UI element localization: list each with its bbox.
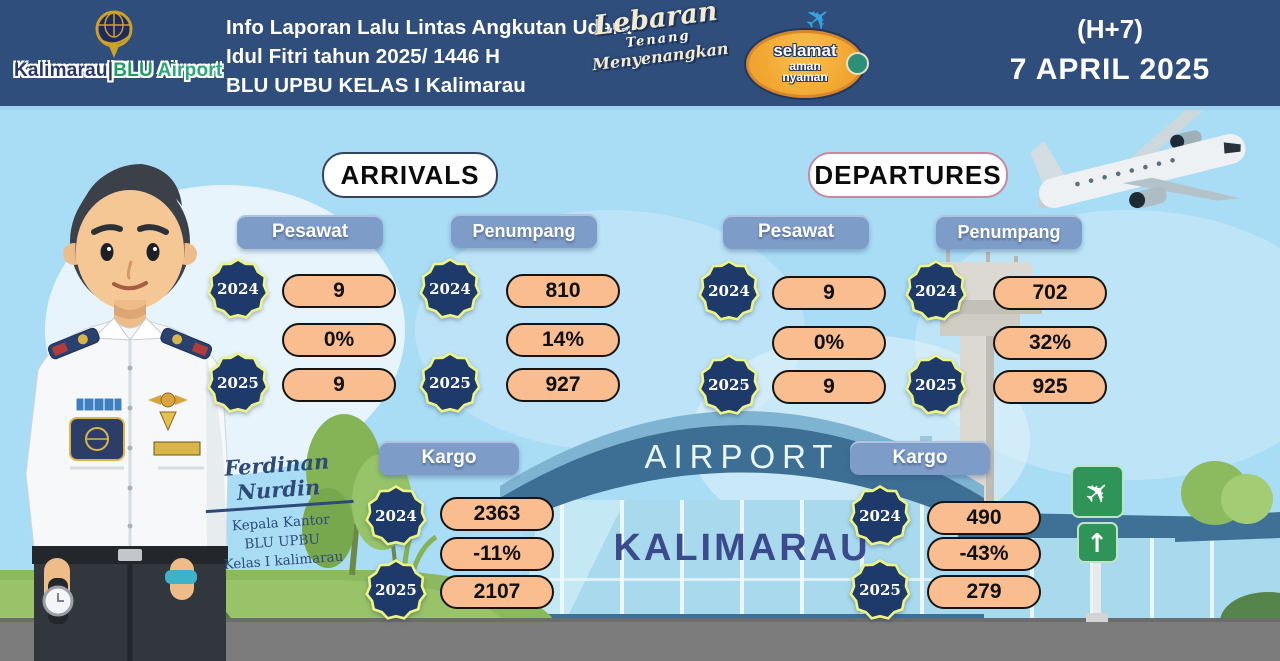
departures-pesawat-label: Pesawat xyxy=(723,215,869,249)
year-badge: 2024 xyxy=(849,485,911,547)
departures-pesawat-2025-value: 9 xyxy=(772,370,886,404)
title-line-2: Idul Fitri tahun 2025/ 1446 H xyxy=(226,45,501,68)
year-badge: 2024 xyxy=(365,485,427,547)
airplane-illustration xyxy=(1030,108,1246,209)
arrivals-penumpang-2024-value: 810 xyxy=(506,274,620,308)
signature-block: Ferdinan Nurdin Kepala Kantor BLU UPBU K… xyxy=(196,447,364,576)
departures-penumpang-change: 32% xyxy=(993,326,1107,360)
signatory-name: Ferdinan Nurdin xyxy=(223,448,330,505)
stamp-seal-icon xyxy=(846,52,869,75)
arrivals-kargo-2025-value: 2107 xyxy=(440,575,554,609)
arrivals-pesawat-label: Pesawat xyxy=(237,215,383,249)
title-line-3: BLU UPBU KELAS I Kalimarau xyxy=(226,74,526,97)
departures-title: DEPARTURES xyxy=(808,152,1008,198)
year-badge: 2024 xyxy=(207,258,269,320)
arrivals-penumpang-label: Penumpang xyxy=(451,214,597,248)
airport-logo: Kalimarau|BLU Airport xyxy=(14,6,223,102)
year-badge: 2025 xyxy=(849,559,911,621)
arrivals-pesawat-change: 0% xyxy=(282,323,396,357)
logo-wordmark: Kalimarau|BLU Airport xyxy=(14,60,223,81)
epaulette xyxy=(47,327,100,360)
year-badge: 2025 xyxy=(207,352,269,414)
hday-label: (H+7) xyxy=(1077,14,1143,44)
departures-kargo-2024-value: 490 xyxy=(927,501,1041,535)
terminal-name-sign: KALIMARAU xyxy=(613,527,870,569)
date-label: 7 APRIL 2025 xyxy=(1009,53,1211,86)
departures-kargo-label: Kargo xyxy=(850,441,990,475)
departures-penumpang-2024-value: 702 xyxy=(993,276,1107,310)
title-line-1: Info Laporan Lalu Lintas Angkutan Udara xyxy=(226,16,632,39)
departures-pesawat-change: 0% xyxy=(772,326,886,360)
header-bar: Kalimarau|BLU Airport Info Laporan Lalu … xyxy=(0,0,1280,110)
arrivals-kargo-2024-value: 2363 xyxy=(440,497,554,531)
teal-bracelet xyxy=(165,570,197,584)
kemenhub-emblem-icon xyxy=(95,10,133,58)
poster-title: Info Laporan Lalu Lintas Angkutan Udara … xyxy=(226,13,631,100)
year-badge: 2025 xyxy=(419,352,481,414)
arrivals-title: ARRIVALS xyxy=(322,152,498,198)
year-badge: 2025 xyxy=(365,559,427,621)
selamat-stamp: selamat aman nyaman xyxy=(746,30,864,98)
lebaran-stamp: Lebaran Tenang Menyenangkan xyxy=(591,0,730,75)
year-badge: 2024 xyxy=(419,258,481,320)
uniform-badges xyxy=(69,392,201,461)
arrow-sign-icon: ↑ xyxy=(1086,529,1108,559)
airport-officer-character xyxy=(25,164,229,661)
report-date: (H+7) 7 APRIL 2025 xyxy=(990,14,1230,87)
arrivals-kargo-change: -11% xyxy=(440,537,554,571)
departures-kargo-change: -43% xyxy=(927,537,1041,571)
departures-penumpang-label: Penumpang xyxy=(936,215,1082,249)
year-badge: 2025 xyxy=(905,354,967,416)
arrivals-pesawat-2024-value: 9 xyxy=(282,274,396,308)
arrivals-penumpang-change: 14% xyxy=(506,323,620,357)
arrivals-penumpang-2025-value: 927 xyxy=(506,368,620,402)
departures-penumpang-2025-value: 925 xyxy=(993,370,1107,404)
tree xyxy=(302,414,438,576)
year-badge: 2025 xyxy=(698,354,760,416)
departures-pesawat-2024-value: 9 xyxy=(772,276,886,310)
road-signs: ✈ ↑ xyxy=(1071,465,1124,622)
arrivals-kargo-label: Kargo xyxy=(379,441,519,475)
year-badge: 2024 xyxy=(905,260,967,322)
terminal-building: AIRPORT KALIMARAU xyxy=(500,411,984,624)
departures-kargo-2025-value: 279 xyxy=(927,575,1041,609)
year-badge: 2024 xyxy=(698,260,760,322)
airport-roof-sign: AIRPORT xyxy=(644,438,839,475)
arrivals-pesawat-2025-value: 9 xyxy=(282,368,396,402)
